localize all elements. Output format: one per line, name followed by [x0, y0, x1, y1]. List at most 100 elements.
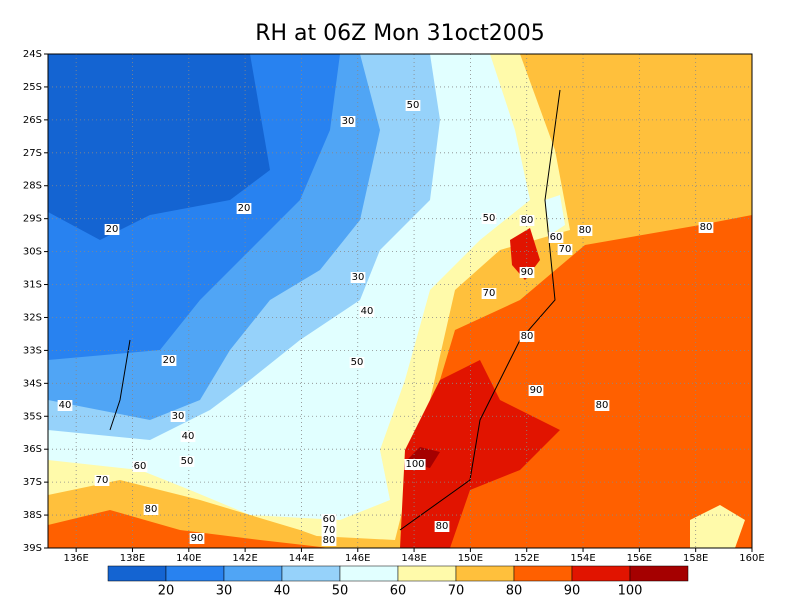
- contour-label-bg: [132, 461, 148, 472]
- contour-label-bg: [404, 459, 426, 470]
- contour-label-bg: [321, 525, 337, 536]
- contour-label: 60: [550, 232, 563, 243]
- contour-label-bg: [180, 431, 196, 442]
- colorbar-label: 70: [448, 584, 465, 599]
- contour-label: 40: [182, 431, 195, 442]
- fill-region: [48, 510, 330, 548]
- colorbar-label: 100: [618, 584, 643, 599]
- contour-label: 80: [436, 521, 449, 532]
- colorbar-label: 20: [158, 584, 175, 599]
- contour-label: 80: [700, 222, 713, 233]
- colorbar-box: [107, 565, 167, 582]
- contour-label-bg: [519, 331, 535, 342]
- contour-label-bg: [528, 385, 544, 396]
- y-tick-label: 35S: [23, 411, 42, 422]
- contour-label: 30: [172, 411, 185, 422]
- contour-label-bg: [405, 100, 421, 111]
- contour-label: 30: [352, 272, 365, 283]
- contour-label: 100: [405, 459, 424, 470]
- contour-label: 70: [559, 244, 572, 255]
- contour-label-bg: [548, 232, 564, 243]
- contour-label: 90: [521, 267, 534, 278]
- contour-label: 50: [407, 100, 420, 111]
- contour-label: 80: [145, 504, 158, 515]
- fill-region: [545, 195, 565, 235]
- contour-label: 80: [323, 535, 336, 546]
- y-tick-label: 31S: [23, 280, 42, 291]
- contour-label: 90: [530, 385, 543, 396]
- contour-label: 70: [483, 288, 496, 299]
- contour-label-bg: [94, 475, 110, 486]
- contour-label-bg: [57, 400, 73, 411]
- y-tick-label: 28S: [23, 181, 42, 192]
- contour-label: 30: [342, 116, 355, 127]
- contour-label: 90: [191, 533, 204, 544]
- contour-label: 20: [163, 355, 176, 366]
- y-tick-label: 30S: [23, 247, 42, 258]
- contour-label-bg: [161, 355, 177, 366]
- y-tick-label: 39S: [23, 543, 42, 554]
- colorbar-box: [571, 565, 631, 582]
- y-tick-label: 38S: [23, 510, 42, 521]
- plot-frame: [47, 53, 753, 549]
- contour-label: 60: [134, 461, 147, 472]
- x-tick-label: 136E: [63, 553, 88, 564]
- y-tick-label: 24S: [23, 49, 42, 60]
- x-tick-label: 160E: [739, 553, 764, 564]
- contour-label-bg: [179, 456, 195, 467]
- x-tick-label: 150E: [458, 553, 483, 564]
- contour-label-bg: [349, 357, 365, 368]
- y-tick-label: 25S: [23, 82, 42, 93]
- contour-label-bg: [321, 514, 337, 525]
- x-tick-label: 148E: [401, 553, 426, 564]
- colorbar-label: 30: [216, 584, 233, 599]
- colorbar-box: [397, 565, 457, 582]
- contour-label-bg: [143, 504, 159, 515]
- contour-label-bg: [189, 533, 205, 544]
- contour-label: 20: [106, 224, 119, 235]
- colorbar-label: 80: [506, 584, 523, 599]
- colorbar-box: [339, 565, 399, 582]
- contour-label: 50: [483, 213, 496, 224]
- contour-label-bg: [577, 225, 593, 236]
- contour-label: 80: [521, 331, 534, 342]
- contour-label: 40: [59, 400, 72, 411]
- colorbar-box: [281, 565, 341, 582]
- fill-region: [690, 505, 745, 548]
- colorbar-box: [223, 565, 283, 582]
- contour-label: 80: [521, 215, 534, 226]
- colorbar-box: [455, 565, 515, 582]
- contour-label: 50: [351, 357, 364, 368]
- y-tick-label: 34S: [23, 378, 42, 389]
- contour-label-bg: [104, 224, 120, 235]
- x-tick-label: 152E: [514, 553, 539, 564]
- contour-label-bg: [170, 411, 186, 422]
- contour-label-bg: [481, 288, 497, 299]
- contour-label-bg: [557, 244, 573, 255]
- contour-label: 60: [323, 514, 336, 525]
- colorbar-label: 50: [332, 584, 349, 599]
- contour-label-bg: [698, 222, 714, 233]
- contour-label-bg: [340, 116, 356, 127]
- contour-label-bg: [594, 400, 610, 411]
- y-tick-label: 27S: [23, 148, 42, 159]
- contour-label: 70: [96, 475, 109, 486]
- contour-label-bg: [350, 272, 366, 283]
- contour-label-bg: [434, 521, 450, 532]
- y-tick-label: 33S: [23, 345, 42, 356]
- contour-label-bg: [236, 203, 252, 214]
- filled-contours: [48, 54, 752, 548]
- contour-label: 40: [361, 306, 374, 317]
- colorbar-box: [165, 565, 225, 582]
- contour-label-bg: [519, 267, 535, 278]
- x-tick-label: 158E: [683, 553, 708, 564]
- colorbar-label: 40: [274, 584, 291, 599]
- y-tick-label: 29S: [23, 214, 42, 225]
- x-tick-label: 144E: [289, 553, 314, 564]
- x-tick-label: 146E: [345, 553, 370, 564]
- y-tick-label: 37S: [23, 477, 42, 488]
- axes: 136E 138E 140E 142E 144E 146E 148E 150E 152E 154E…: [23, 49, 765, 564]
- x-tick-label: 140E: [176, 553, 201, 564]
- contour-label-bg: [359, 306, 375, 317]
